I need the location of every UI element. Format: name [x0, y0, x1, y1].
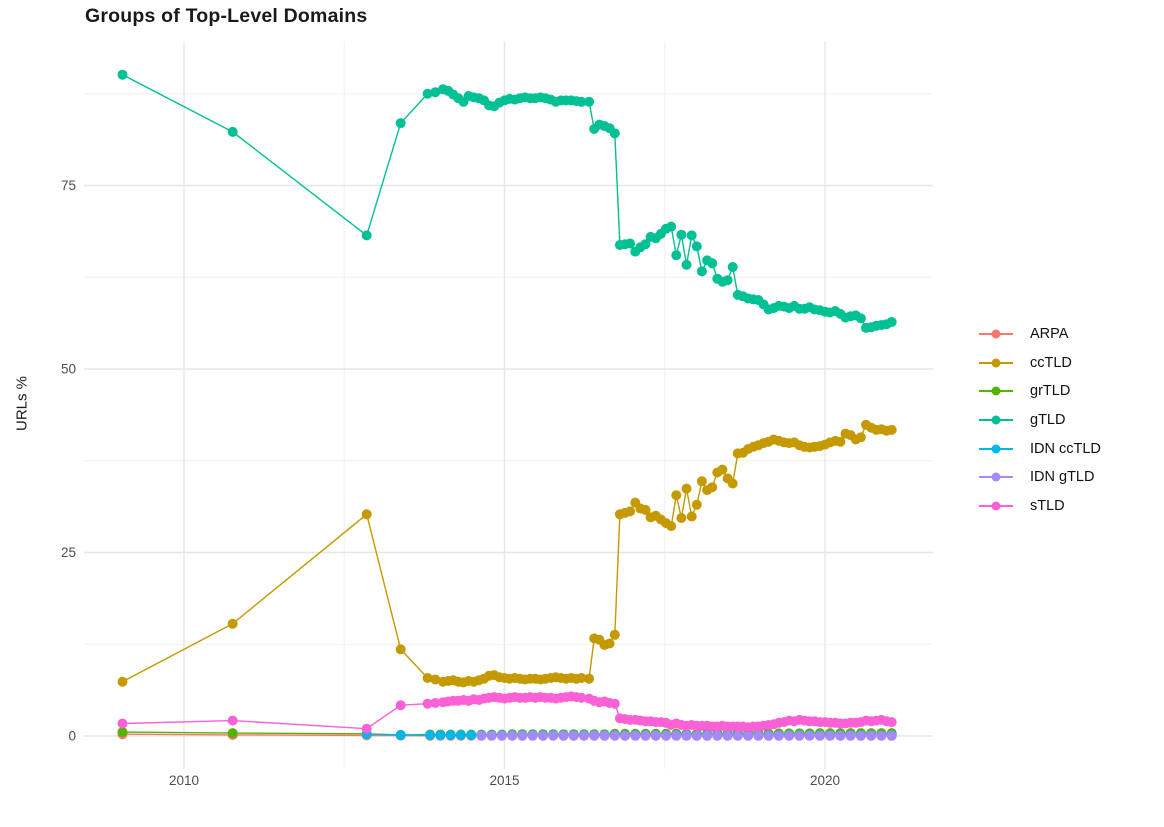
legend-label-grtld: grTLD — [1030, 383, 1071, 400]
legend-key-grtld — [979, 386, 1013, 396]
series-gtld — [117, 69, 897, 333]
legend-item-idn-gtld: IDN gTLD — [978, 463, 1101, 492]
series-stld — [117, 691, 897, 734]
legend-label-arpa: ARPA — [1030, 326, 1069, 343]
legend-label-idn-gtld: IDN gTLD — [1030, 469, 1095, 486]
legend-item-stld: sTLD — [978, 492, 1101, 521]
legend: ARPA ccTLD grTLD gTLD IDN ccTLD IDN gTLD sTLD — [978, 320, 1101, 520]
legend-label-idn-cctld: IDN ccTLD — [1030, 440, 1101, 457]
legend-label-cctld: ccTLD — [1030, 354, 1072, 371]
legend-item-gtld: gTLD — [978, 406, 1101, 435]
x-tick-label: 2015 — [489, 773, 519, 788]
legend-key-arpa — [979, 329, 1013, 339]
legend-label-gtld: gTLD — [1030, 412, 1066, 429]
legend-key-idn-gtld — [979, 472, 1013, 482]
y-tick-label: 25 — [61, 545, 76, 560]
y-axis-title: URLs % — [13, 376, 31, 432]
legend-key-stld — [979, 501, 1013, 511]
legend-item-grtld: grTLD — [978, 377, 1101, 406]
series-gtld-line — [122, 74, 892, 329]
legend-key-gtld — [979, 415, 1013, 425]
legend-key-idn-cctld — [979, 444, 1013, 454]
y-tick-label: 0 — [68, 729, 76, 744]
legend-label-stld: sTLD — [1030, 497, 1065, 514]
series-cctld — [117, 419, 897, 688]
legend-item-cctld: ccTLD — [978, 349, 1101, 378]
series-idn-gtld — [476, 730, 897, 741]
plot-title: Groups of Top-Level Domains — [85, 5, 368, 27]
x-tick-label: 2020 — [810, 773, 840, 788]
legend-key-cctld — [979, 358, 1013, 368]
legend-item-idn-cctld: IDN ccTLD — [978, 434, 1101, 463]
x-tick-label: 2010 — [169, 773, 199, 788]
legend-item-arpa: ARPA — [978, 320, 1101, 349]
y-tick-label: 50 — [61, 362, 76, 377]
y-tick-label: 75 — [61, 178, 76, 193]
